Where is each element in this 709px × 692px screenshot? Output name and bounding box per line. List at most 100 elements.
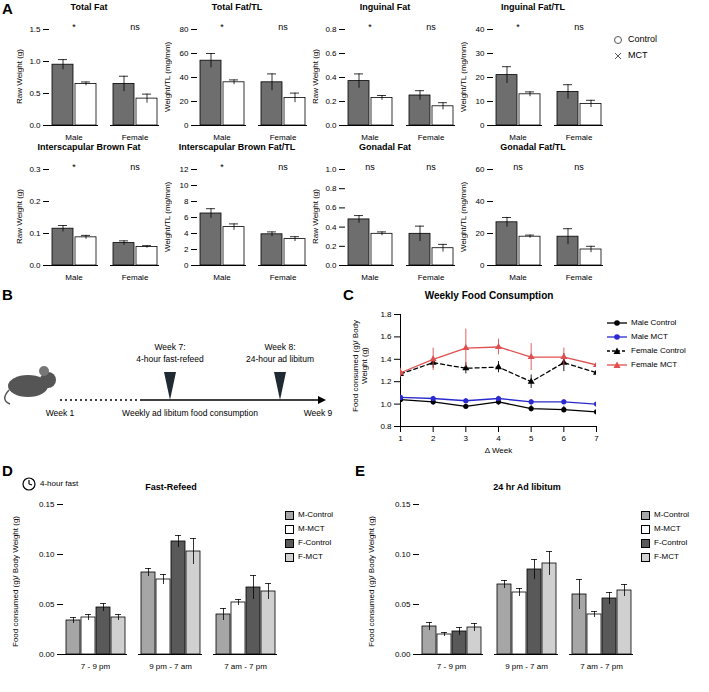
svg-text:Male: Male xyxy=(65,133,83,141)
svg-text:Δ Week: Δ Week xyxy=(485,446,513,455)
svg-text:Male: Male xyxy=(361,273,379,281)
svg-text:0.00: 0.00 xyxy=(39,650,55,659)
svg-text:80: 80 xyxy=(180,25,189,34)
svg-text:5: 5 xyxy=(529,434,534,443)
svg-text:20: 20 xyxy=(180,97,189,106)
svg-text:Female: Female xyxy=(418,273,445,281)
svg-text:3: 3 xyxy=(464,434,469,443)
svg-text:ns: ns xyxy=(574,22,584,32)
svg-text:ns: ns xyxy=(278,22,288,32)
svg-text:12: 12 xyxy=(180,165,189,174)
svg-text:4: 4 xyxy=(496,434,501,443)
svg-text:8: 8 xyxy=(184,197,189,206)
svg-text:4-hour fast-refeed: 4-hour fast-refeed xyxy=(136,354,204,364)
svg-text:1.4: 1.4 xyxy=(380,355,392,364)
svg-text:0.2: 0.2 xyxy=(325,242,337,251)
svg-text:Male: Male xyxy=(361,133,379,141)
svg-text:9 pm - 7 am: 9 pm - 7 am xyxy=(505,662,548,671)
svg-text:40: 40 xyxy=(476,25,485,34)
svg-text:24-hour ad libitum: 24-hour ad libitum xyxy=(246,354,314,364)
svg-text:*: * xyxy=(220,22,224,32)
svg-text:Female: Female xyxy=(566,133,593,141)
svg-text:30: 30 xyxy=(476,49,485,58)
svg-text:2: 2 xyxy=(184,245,189,254)
svg-text:0.0: 0.0 xyxy=(325,261,337,270)
svg-text:9 pm - 7 am: 9 pm - 7 am xyxy=(149,662,192,671)
svg-text:Weekly ad libitum food consump: Weekly ad libitum food consumption xyxy=(122,408,258,418)
svg-text:6: 6 xyxy=(562,434,567,443)
svg-text:7 - 9 pm: 7 - 9 pm xyxy=(81,662,111,671)
svg-text:20: 20 xyxy=(476,229,485,238)
svg-text:7 am - 7 pm: 7 am - 7 pm xyxy=(224,662,267,671)
svg-text:1: 1 xyxy=(398,434,403,443)
svg-text:Week 8:: Week 8: xyxy=(264,342,295,352)
svg-text:0.0: 0.0 xyxy=(29,121,41,130)
svg-text:Female: Female xyxy=(566,273,593,281)
svg-text:*: * xyxy=(516,22,520,32)
svg-text:4: 4 xyxy=(184,229,189,238)
svg-text:20: 20 xyxy=(476,73,485,82)
svg-text:0.1: 0.1 xyxy=(29,229,41,238)
svg-text:*: * xyxy=(220,162,224,172)
svg-text:Female: Female xyxy=(270,133,297,141)
svg-text:Male: Male xyxy=(213,133,231,141)
svg-text:ns: ns xyxy=(426,162,436,172)
svg-text:Week 9: Week 9 xyxy=(304,408,333,418)
svg-text:0: 0 xyxy=(184,121,189,130)
svg-text:Male: Male xyxy=(509,273,527,281)
svg-text:ns: ns xyxy=(130,22,140,32)
svg-text:Female: Female xyxy=(418,133,445,141)
svg-text:60: 60 xyxy=(180,49,189,58)
svg-text:0.6: 0.6 xyxy=(325,49,337,58)
svg-text:0.3: 0.3 xyxy=(29,165,41,174)
svg-text:0.15: 0.15 xyxy=(395,500,411,509)
svg-text:0.2: 0.2 xyxy=(29,197,41,206)
svg-text:ns: ns xyxy=(278,162,288,172)
svg-text:40: 40 xyxy=(180,73,189,82)
svg-text:0.00: 0.00 xyxy=(395,650,411,659)
svg-text:0.8: 0.8 xyxy=(380,422,392,431)
svg-text:7 - 9 pm: 7 - 9 pm xyxy=(437,662,467,671)
svg-text:10: 10 xyxy=(476,97,485,106)
svg-text:1.0: 1.0 xyxy=(29,57,41,66)
svg-text:ns: ns xyxy=(574,162,584,172)
svg-text:Female: Female xyxy=(122,273,149,281)
svg-text:0.5: 0.5 xyxy=(29,89,41,98)
svg-text:0.0: 0.0 xyxy=(29,261,41,270)
svg-text:1.0: 1.0 xyxy=(325,165,337,174)
svg-text:10: 10 xyxy=(180,181,189,190)
svg-text:Male: Male xyxy=(213,273,231,281)
svg-text:*: * xyxy=(72,162,76,172)
svg-text:Week 1: Week 1 xyxy=(46,408,75,418)
svg-text:Male: Male xyxy=(65,273,83,281)
svg-text:0: 0 xyxy=(480,261,485,270)
svg-text:Male: Male xyxy=(509,133,527,141)
svg-text:0.0: 0.0 xyxy=(325,121,337,130)
svg-text:Female: Female xyxy=(270,273,297,281)
svg-text:ns: ns xyxy=(426,22,436,32)
svg-text:6: 6 xyxy=(184,213,189,222)
svg-text:0.10: 0.10 xyxy=(395,550,411,559)
svg-text:2: 2 xyxy=(431,434,436,443)
svg-text:0.8: 0.8 xyxy=(325,184,337,193)
svg-text:1.8: 1.8 xyxy=(380,310,392,319)
svg-text:1.5: 1.5 xyxy=(29,25,41,34)
svg-text:1.0: 1.0 xyxy=(380,400,392,409)
svg-text:Week 7:: Week 7: xyxy=(154,342,185,352)
svg-text:ns: ns xyxy=(365,162,375,172)
svg-text:ns: ns xyxy=(130,162,140,172)
svg-text:*: * xyxy=(368,22,372,32)
svg-text:0.05: 0.05 xyxy=(395,600,411,609)
svg-text:0: 0 xyxy=(184,261,189,270)
svg-text:ns: ns xyxy=(513,162,523,172)
svg-text:0.4: 0.4 xyxy=(325,73,337,82)
svg-text:0.8: 0.8 xyxy=(325,25,337,34)
svg-text:0.10: 0.10 xyxy=(39,550,55,559)
svg-text:1.6: 1.6 xyxy=(380,332,392,341)
svg-text:Female: Female xyxy=(122,133,149,141)
svg-text:0.15: 0.15 xyxy=(39,500,55,509)
svg-text:40: 40 xyxy=(476,197,485,206)
svg-text:0.4: 0.4 xyxy=(325,223,337,232)
svg-text:7 am - 7 pm: 7 am - 7 pm xyxy=(580,662,623,671)
svg-text:0.2: 0.2 xyxy=(325,97,337,106)
